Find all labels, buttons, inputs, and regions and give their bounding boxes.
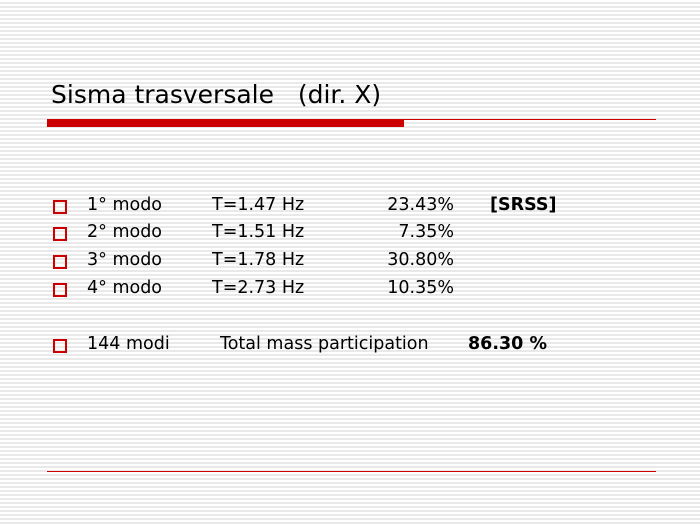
slide-title: Sisma trasversale (dir. X)	[51, 80, 382, 109]
square-bullet-icon	[53, 255, 67, 269]
list-item: 2° modo T=1.51 Hz 7.35%	[0, 222, 454, 246]
title-underline-line	[404, 119, 656, 120]
mode-frequency: T=1.47 Hz	[212, 195, 305, 215]
summary-label: 144 modi	[87, 334, 170, 354]
list-item: 4° modo T=2.73 Hz 10.35%	[0, 278, 454, 302]
mode-frequency: T=1.51 Hz	[212, 222, 305, 242]
square-bullet-icon	[53, 339, 67, 353]
summary-item: 144 modi Total mass participation 86.30 …	[0, 334, 547, 358]
square-bullet-icon	[53, 283, 67, 297]
mode-note: [SRSS]	[490, 195, 557, 215]
mode-label: 1° modo	[87, 195, 163, 215]
mode-label: 4° modo	[87, 278, 163, 298]
square-bullet-icon	[53, 200, 67, 214]
footer-line	[47, 471, 656, 472]
mode-participation: 23.43%	[387, 195, 454, 215]
mode-frequency: T=2.73 Hz	[212, 278, 305, 298]
title-underline-bar	[47, 119, 404, 127]
summary-value: 86.30 %	[468, 334, 547, 354]
mode-participation: 30.80%	[387, 250, 454, 270]
mode-label: 2° modo	[87, 222, 163, 242]
list-item: 3° modo T=1.78 Hz 30.80%	[0, 250, 454, 274]
mode-participation: 7.35%	[398, 222, 454, 242]
mode-label: 3° modo	[87, 250, 163, 270]
list-item: 1° modo T=1.47 Hz 23.43% [SRSS]	[0, 195, 557, 219]
square-bullet-icon	[53, 227, 67, 241]
mode-frequency: T=1.78 Hz	[212, 250, 305, 270]
summary-text: Total mass participation	[220, 334, 429, 354]
mode-participation: 10.35%	[387, 278, 454, 298]
